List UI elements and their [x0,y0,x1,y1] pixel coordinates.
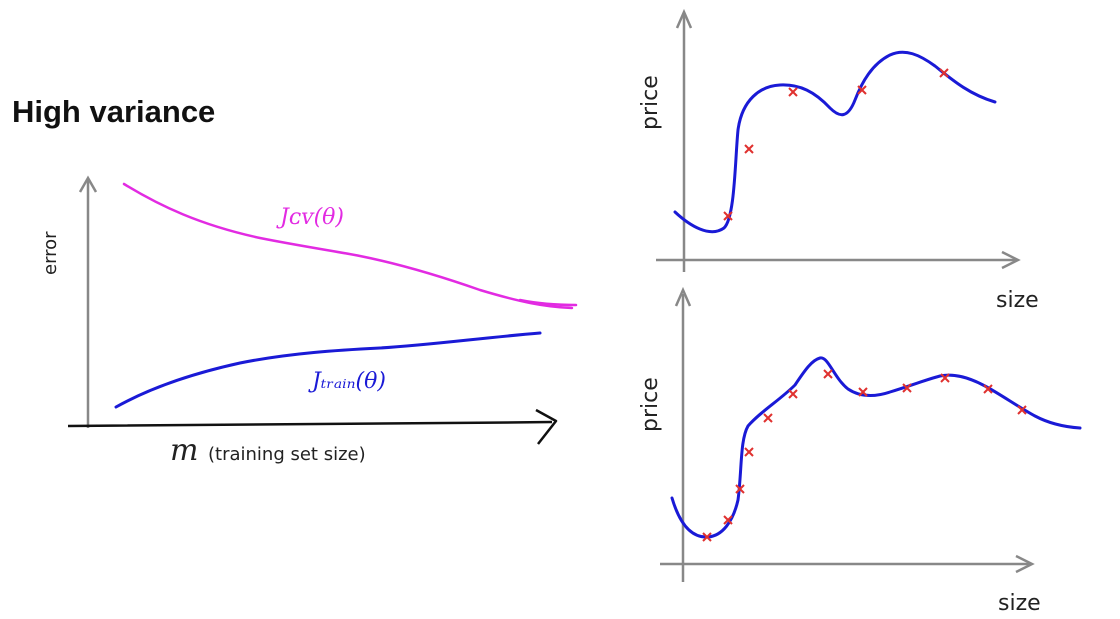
page-title: High variance [12,94,215,129]
training-set-x-axis [67,420,553,428]
top-size-x-axis-arrowhead [1001,250,1021,270]
data-point-marker [763,413,773,423]
bottom-price-size-plot: price size [638,286,1082,616]
cv-error-label: Jᴄᴠ(θ) [276,205,344,230]
error-y-axis-arrowhead [78,175,98,193]
bottom-size-axis-label: size [998,591,1041,616]
top-price-axis-label: price [638,75,663,130]
data-point-marker [723,211,733,221]
learning-curve-panel: High variance error m (training set size… [12,94,578,468]
data-point-marker [744,144,754,154]
bottom-price-y-axis-arrowhead [674,286,692,307]
train-error-label: Jₜᵣₐᵢₙ(θ) [308,369,386,394]
m-symbol: m [170,433,198,468]
bottom-training-points [702,369,1027,542]
cv-error-curve [122,182,574,310]
data-point-marker [857,85,867,95]
top-price-size-plot: price size [638,8,1039,313]
data-point-marker [940,373,950,383]
data-point-marker [1017,405,1027,415]
data-point-marker [723,515,733,525]
data-point-marker [788,389,798,399]
data-point-marker [902,383,912,393]
data-point-marker [858,387,868,397]
error-axis-label: error [40,231,61,275]
bottom-price-axis-label: price [638,377,663,432]
data-point-marker [983,384,993,394]
top-size-axis-label: size [996,288,1039,313]
data-point-marker [939,68,949,78]
top-training-points [723,68,949,221]
data-point-marker [702,532,712,542]
top-price-y-axis-arrowhead [675,8,693,29]
data-point-marker [744,447,754,457]
bottom-size-x-axis-arrowhead [1015,554,1035,574]
cv-error-curve-tail [518,298,578,307]
bottom-fit-curve [670,356,1082,539]
top-overfit-curve [673,50,997,234]
training-set-size-label: (training set size) [208,444,366,465]
data-point-marker [735,484,745,494]
data-point-marker [823,369,833,379]
train-error-curve [114,331,542,409]
training-set-x-axis-arrowhead [535,408,558,445]
data-point-marker [788,87,798,97]
